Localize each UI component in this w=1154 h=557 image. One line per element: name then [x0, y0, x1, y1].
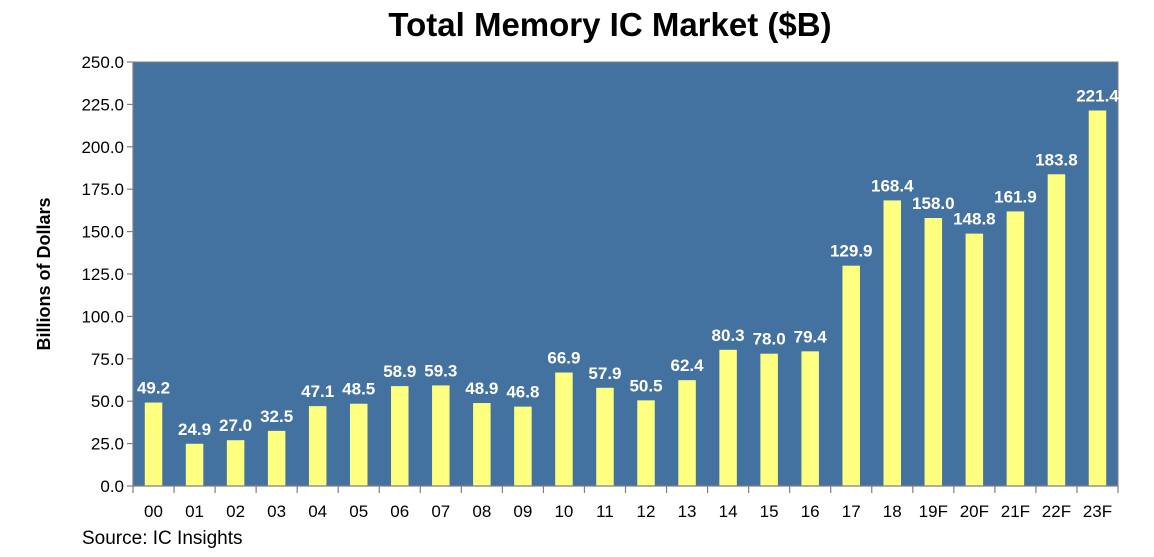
- data-label: 80.3: [712, 326, 745, 345]
- data-label: 47.1: [301, 382, 334, 401]
- x-tick-label: 18: [883, 502, 902, 521]
- y-tick-label: 25.0: [91, 435, 124, 454]
- x-tick-label: 11: [596, 502, 614, 521]
- y-tick-label: 175.0: [81, 180, 124, 199]
- bar: [144, 402, 163, 486]
- data-label: 221.4: [1076, 87, 1119, 106]
- data-label: 49.2: [137, 379, 170, 398]
- chart-title: Total Memory IC Market ($B): [388, 6, 832, 43]
- x-tick-label: 05: [349, 502, 368, 521]
- bar: [1088, 110, 1107, 486]
- x-tick-label: 04: [308, 502, 327, 521]
- bar: [965, 233, 984, 486]
- bar: [555, 372, 573, 486]
- data-label: 79.4: [794, 327, 828, 346]
- x-tick-label: 01: [185, 502, 204, 521]
- x-tick-label: 14: [719, 502, 738, 521]
- bar: [473, 403, 491, 486]
- x-tick-label: 00: [144, 502, 163, 521]
- data-label: 62.4: [671, 356, 705, 375]
- x-tick-label: 03: [267, 502, 286, 521]
- data-label: 78.0: [753, 330, 786, 349]
- bar: [267, 430, 286, 486]
- y-tick-label: 75.0: [91, 350, 124, 369]
- x-tick-label: 23F: [1083, 502, 1112, 521]
- x-tick-label: 19F: [919, 502, 948, 521]
- y-tick-label: 50.0: [91, 392, 124, 411]
- bar: [185, 443, 204, 486]
- x-tick-label: 17: [842, 502, 861, 521]
- bar: [308, 406, 327, 486]
- data-label: 148.8: [953, 210, 996, 229]
- x-tick-label: 09: [513, 502, 532, 521]
- data-label: 48.5: [342, 380, 375, 399]
- data-label: 129.9: [830, 242, 873, 261]
- data-label: 46.8: [506, 383, 539, 402]
- x-tick-label: 10: [554, 502, 573, 521]
- data-label: 57.9: [588, 364, 621, 383]
- bar: [1047, 174, 1066, 486]
- data-label: 48.9: [465, 379, 498, 398]
- data-label: 168.4: [871, 176, 914, 195]
- x-tick-label: 22F: [1042, 502, 1071, 521]
- bar: [842, 265, 860, 486]
- axes: 0.0 25.0 50.0 75.0 100.0 125.0 150.0 175.0 200.0…: [81, 53, 1119, 521]
- data-label: 24.9: [178, 420, 211, 439]
- data-label: 50.5: [629, 376, 662, 395]
- bar: [1006, 211, 1025, 486]
- bar: [349, 403, 368, 486]
- x-tick-label: 16: [801, 502, 820, 521]
- data-label: 59.3: [424, 361, 457, 380]
- x-tick-label: 06: [390, 502, 409, 521]
- bar: [719, 349, 737, 486]
- y-tick-label: 100.0: [81, 307, 124, 326]
- x-tick-label: 02: [226, 502, 245, 521]
- bar: [596, 387, 614, 486]
- x-tick-label: 15: [760, 502, 779, 521]
- bar: [678, 380, 696, 486]
- y-tick-label: 200.0: [81, 138, 124, 157]
- x-tick-label: 08: [472, 502, 491, 521]
- data-label: 27.0: [219, 416, 252, 435]
- x-tick-label: 07: [431, 502, 450, 521]
- y-axis-title: Billions of Dollars: [34, 197, 54, 350]
- y-tick-label: 250.0: [81, 53, 124, 72]
- bar: [883, 200, 902, 486]
- bar: [391, 386, 409, 486]
- x-tick-label: 13: [678, 502, 697, 521]
- bar: [637, 400, 655, 486]
- source-note: Source: IC Insights: [82, 528, 243, 549]
- y-tick-label: 125.0: [81, 265, 124, 284]
- bar: [226, 440, 245, 486]
- data-label: 183.8: [1035, 150, 1078, 169]
- x-tick-label: 20F: [960, 502, 989, 521]
- bar: [801, 351, 819, 486]
- bar: [432, 385, 450, 486]
- plot-area: [132, 61, 1119, 487]
- x-tick-label: 21F: [1001, 502, 1030, 521]
- bar: [924, 218, 943, 487]
- y-tick-label: 225.0: [81, 95, 124, 114]
- bar: [760, 353, 778, 486]
- data-label: 158.0: [912, 194, 955, 213]
- x-tick-label: 12: [637, 502, 656, 521]
- data-label: 58.9: [383, 362, 416, 381]
- data-label: 66.9: [547, 349, 580, 368]
- data-label: 32.5: [260, 407, 293, 426]
- y-tick-label: 0.0: [100, 477, 124, 496]
- bars: 49.2 24.9 27.0 32.5 47.1 48.5 58.9 59.3 48.9 46.8…: [137, 87, 1119, 487]
- bar: [514, 406, 532, 486]
- data-label: 161.9: [994, 187, 1037, 206]
- y-tick-label: 150.0: [81, 223, 124, 242]
